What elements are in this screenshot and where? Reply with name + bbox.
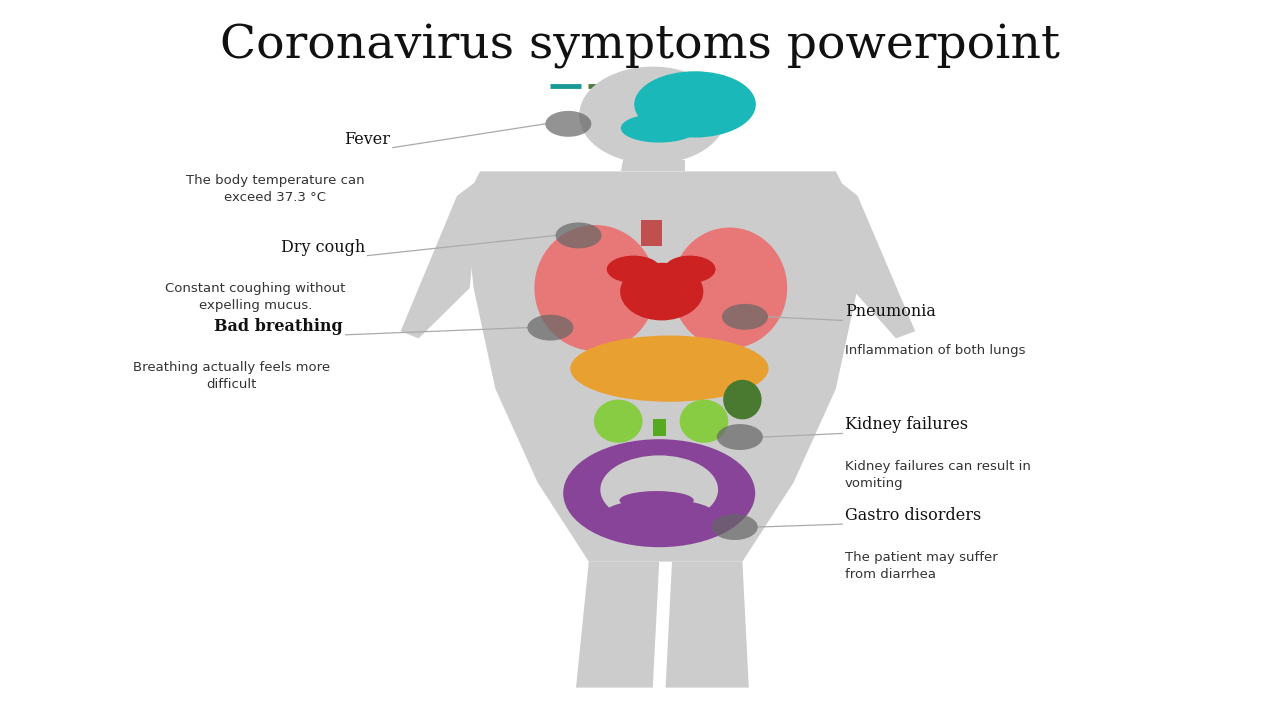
Ellipse shape xyxy=(600,499,718,535)
Polygon shape xyxy=(653,419,666,436)
Ellipse shape xyxy=(664,256,716,283)
Circle shape xyxy=(712,514,758,540)
Text: Inflammation of both lungs: Inflammation of both lungs xyxy=(845,344,1025,357)
Ellipse shape xyxy=(600,455,718,524)
Circle shape xyxy=(717,424,763,450)
Ellipse shape xyxy=(672,228,787,348)
Polygon shape xyxy=(666,562,749,688)
Ellipse shape xyxy=(620,509,694,528)
Text: Kidney failures can result in
vomiting: Kidney failures can result in vomiting xyxy=(845,460,1030,490)
Ellipse shape xyxy=(621,114,698,143)
Text: Dry cough: Dry cough xyxy=(280,238,365,256)
Text: The body temperature can
exceed 37.3 °C: The body temperature can exceed 37.3 °C xyxy=(186,174,365,204)
Polygon shape xyxy=(836,179,915,338)
Circle shape xyxy=(545,111,591,137)
Text: Kidney failures: Kidney failures xyxy=(845,416,968,433)
Ellipse shape xyxy=(620,491,694,510)
Polygon shape xyxy=(401,179,480,338)
Text: Breathing actually feels more
difficult: Breathing actually feels more difficult xyxy=(133,361,330,392)
Text: Fever: Fever xyxy=(344,130,390,148)
Ellipse shape xyxy=(579,66,727,164)
Ellipse shape xyxy=(594,400,643,443)
Text: The patient may suffer
from diarrhea: The patient may suffer from diarrhea xyxy=(845,551,997,581)
Polygon shape xyxy=(576,562,659,688)
Text: Coronavirus symptoms powerpoint: Coronavirus symptoms powerpoint xyxy=(220,24,1060,69)
Circle shape xyxy=(556,222,602,248)
Ellipse shape xyxy=(620,525,694,544)
Ellipse shape xyxy=(571,336,769,402)
Polygon shape xyxy=(621,160,685,171)
Text: Constant coughing without
expelling mucus.: Constant coughing without expelling mucu… xyxy=(165,282,346,312)
Text: Bad breathing: Bad breathing xyxy=(214,318,343,335)
Text: Pneumonia: Pneumonia xyxy=(845,303,936,320)
Ellipse shape xyxy=(563,439,755,547)
Ellipse shape xyxy=(620,263,704,320)
Polygon shape xyxy=(465,171,858,562)
Polygon shape xyxy=(641,220,662,246)
Circle shape xyxy=(722,304,768,330)
Ellipse shape xyxy=(680,400,728,443)
Ellipse shape xyxy=(607,256,660,283)
Ellipse shape xyxy=(535,225,657,351)
Ellipse shape xyxy=(635,71,755,138)
Ellipse shape xyxy=(723,380,762,419)
Circle shape xyxy=(527,315,573,341)
Text: Gastro disorders: Gastro disorders xyxy=(845,507,980,524)
